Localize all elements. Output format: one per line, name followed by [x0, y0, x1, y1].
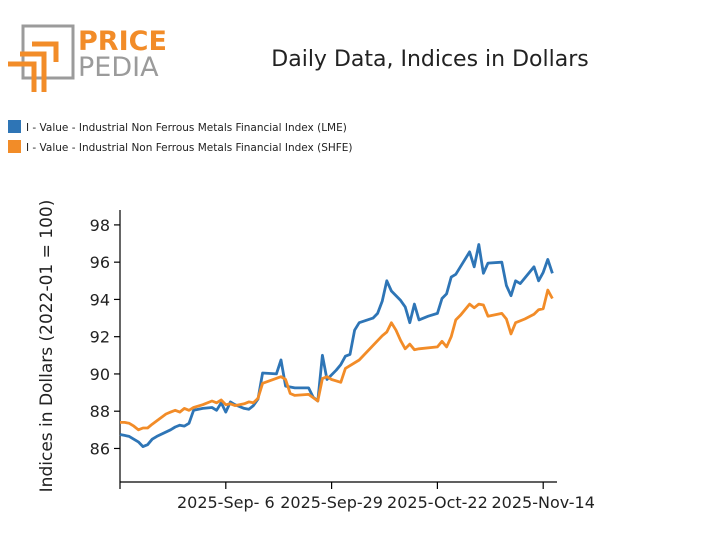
y-tick-label: 94: [90, 290, 110, 309]
legend-swatch-lme: [8, 120, 21, 133]
legend-label-shfe: I - Value - Industrial Non Ferrous Metal…: [26, 142, 353, 154]
y-tick-label: 98: [90, 216, 110, 235]
y-tick-label: 96: [90, 253, 110, 272]
series-line-shfe: [120, 288, 554, 432]
legend-swatch-shfe: [8, 140, 21, 153]
x-ticks: 2025-Sep- 6 2025-Sep-29 2025-Oct-22 2025-No…: [119, 482, 595, 512]
legend-label-lme: I - Value - Industrial Non Ferrous Metal…: [26, 122, 347, 134]
y-tick-label: 90: [90, 365, 110, 384]
y-ticks: 86 88 90 92 94 96 98: [90, 216, 120, 458]
series-line-lme: [119, 243, 554, 449]
x-tick-label: 2025-Sep-29: [280, 493, 383, 512]
chart-title: Daily Data, Indices in Dollars: [271, 47, 588, 72]
y-axis-title: Indices in Dollars (2022-01 = 100): [37, 200, 57, 493]
x-tick-label: 2025-Sep- 6: [177, 493, 275, 512]
x-tick-label: 2025-Oct-22: [387, 493, 488, 512]
series-lines: [119, 243, 554, 449]
x-tick-label: 2025-Nov-14: [491, 493, 594, 512]
y-tick-label: 92: [90, 328, 110, 347]
pricepedia-logo: PRICE PEDIA: [8, 24, 167, 92]
logo-price-text: PRICE: [78, 26, 167, 57]
y-tick-label: 88: [90, 402, 110, 421]
logo-pedia-text: PEDIA: [78, 52, 159, 83]
logo-mark-icon: [8, 24, 75, 92]
legend: I - Value - Industrial Non Ferrous Metal…: [8, 120, 353, 154]
y-tick-label: 86: [90, 439, 110, 458]
